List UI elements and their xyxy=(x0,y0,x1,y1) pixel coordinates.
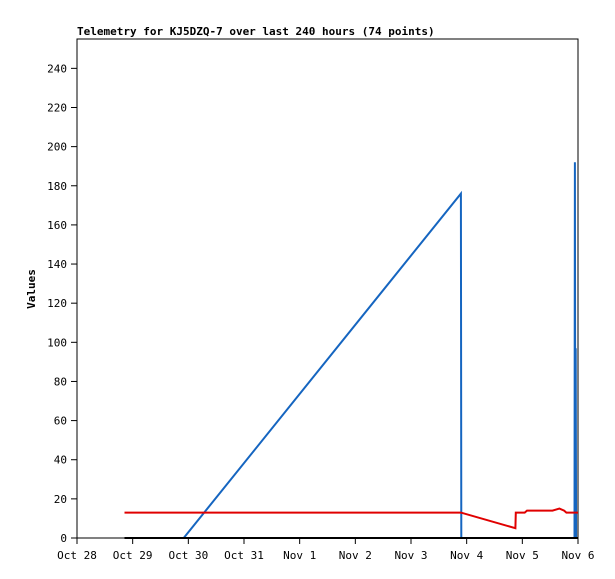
y-tick-label: 240 xyxy=(47,62,67,75)
x-axis: Oct 28 Oct 29 Oct 30 Oct 31 Nov 1 Nov 2 Nov 3 N… xyxy=(57,538,595,562)
x-tick-label: Nov 6 xyxy=(561,549,594,562)
x-tick-label: Nov 5 xyxy=(506,549,539,562)
y-tick-label: 20 xyxy=(54,493,67,506)
x-tick-label: Nov 2 xyxy=(339,549,372,562)
y-axis: 0 20 40 60 80 100 120 140 160 180 200 220 240 xyxy=(47,62,77,545)
series-layer xyxy=(124,162,578,539)
y-tick-label: 60 xyxy=(54,415,67,428)
x-tick-label: Oct 30 xyxy=(168,549,208,562)
y-axis-label: Values xyxy=(25,269,38,309)
y-tick-label: 180 xyxy=(47,180,67,193)
x-tick-label: Oct 28 xyxy=(57,549,97,562)
chart-title: Telemetry for KJ5DZQ-7 over last 240 hou… xyxy=(77,25,435,38)
x-tick-label: Nov 4 xyxy=(450,549,483,562)
x-tick-label: Nov 1 xyxy=(283,549,316,562)
x-tick-label: Oct 31 xyxy=(224,549,264,562)
series-line-2 xyxy=(124,507,578,530)
y-tick-label: 120 xyxy=(47,297,67,310)
y-tick-label: 140 xyxy=(47,258,67,271)
x-tick-label: Oct 29 xyxy=(113,549,153,562)
plot-area xyxy=(76,38,579,539)
y-tick-label: 40 xyxy=(54,454,67,467)
y-tick-label: 220 xyxy=(47,101,67,114)
y-tick-label: 100 xyxy=(47,336,67,349)
y-tick-label: 0 xyxy=(60,532,67,545)
y-tick-label: 200 xyxy=(47,141,67,154)
x-tick-label: Nov 3 xyxy=(394,549,427,562)
y-tick-label: 160 xyxy=(47,219,67,232)
series-line-1 xyxy=(182,162,578,539)
y-tick-label: 80 xyxy=(54,375,67,388)
